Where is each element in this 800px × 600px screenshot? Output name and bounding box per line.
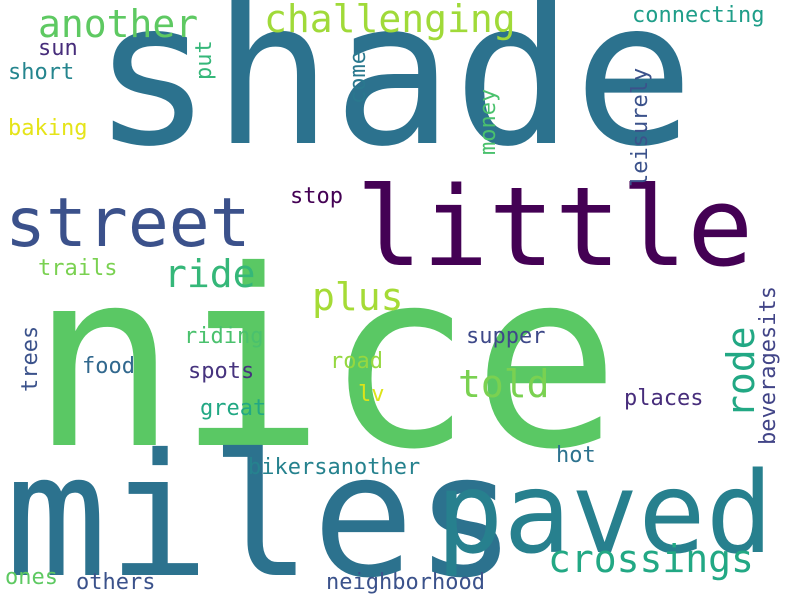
word-great: great [200, 396, 267, 421]
word-trees: trees [18, 325, 43, 392]
word-hot: hot [556, 443, 596, 468]
word-little: little [356, 163, 754, 291]
word-trails: trails [38, 256, 118, 281]
word-stop: stop [290, 184, 343, 209]
word-plus: plus [312, 275, 404, 319]
word-street: street [5, 184, 251, 263]
word-money: money [476, 88, 501, 155]
word-neighborhood: neighborhood [326, 570, 485, 595]
word-shade: shade [92, 0, 695, 191]
word-food: food [82, 354, 135, 379]
word-short: short [8, 60, 75, 85]
word-put: put [192, 40, 217, 80]
word-bikersanother: bikersanother [248, 455, 421, 480]
word-told: told [458, 362, 550, 406]
word-challenging: challenging [264, 0, 516, 41]
word-baking: baking [8, 116, 88, 141]
word-crossings: crossings [548, 537, 754, 581]
word-nice: nice [30, 218, 621, 503]
word-beveragesits: beveragesits [756, 286, 781, 445]
word-come: come [346, 51, 371, 104]
word-road: road [330, 349, 383, 374]
word-sun: sun [38, 36, 78, 61]
word-ride: ride [164, 252, 256, 296]
word-miles: miles [5, 418, 517, 600]
word-lv: lv [358, 382, 385, 407]
word-places: places [624, 386, 704, 411]
word-spots: spots [188, 359, 255, 384]
word-others: others [76, 570, 156, 595]
word-paved: paved [436, 449, 774, 579]
word-rode: rode [719, 326, 763, 418]
word-leisurely: leisurely [628, 67, 653, 187]
word-connecting: connecting [632, 3, 765, 28]
word-another: another [38, 2, 199, 46]
word-supper: supper [466, 324, 546, 349]
word-ones: ones [5, 565, 58, 590]
word-riding: riding [184, 324, 264, 349]
